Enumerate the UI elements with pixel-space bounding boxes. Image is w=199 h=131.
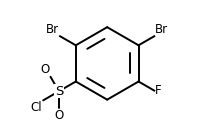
Text: O: O: [41, 63, 50, 76]
Text: Br: Br: [46, 23, 59, 36]
Text: O: O: [54, 109, 63, 122]
Text: Cl: Cl: [31, 101, 43, 114]
Text: Br: Br: [155, 23, 168, 36]
Text: S: S: [55, 85, 63, 98]
Text: F: F: [155, 84, 162, 97]
